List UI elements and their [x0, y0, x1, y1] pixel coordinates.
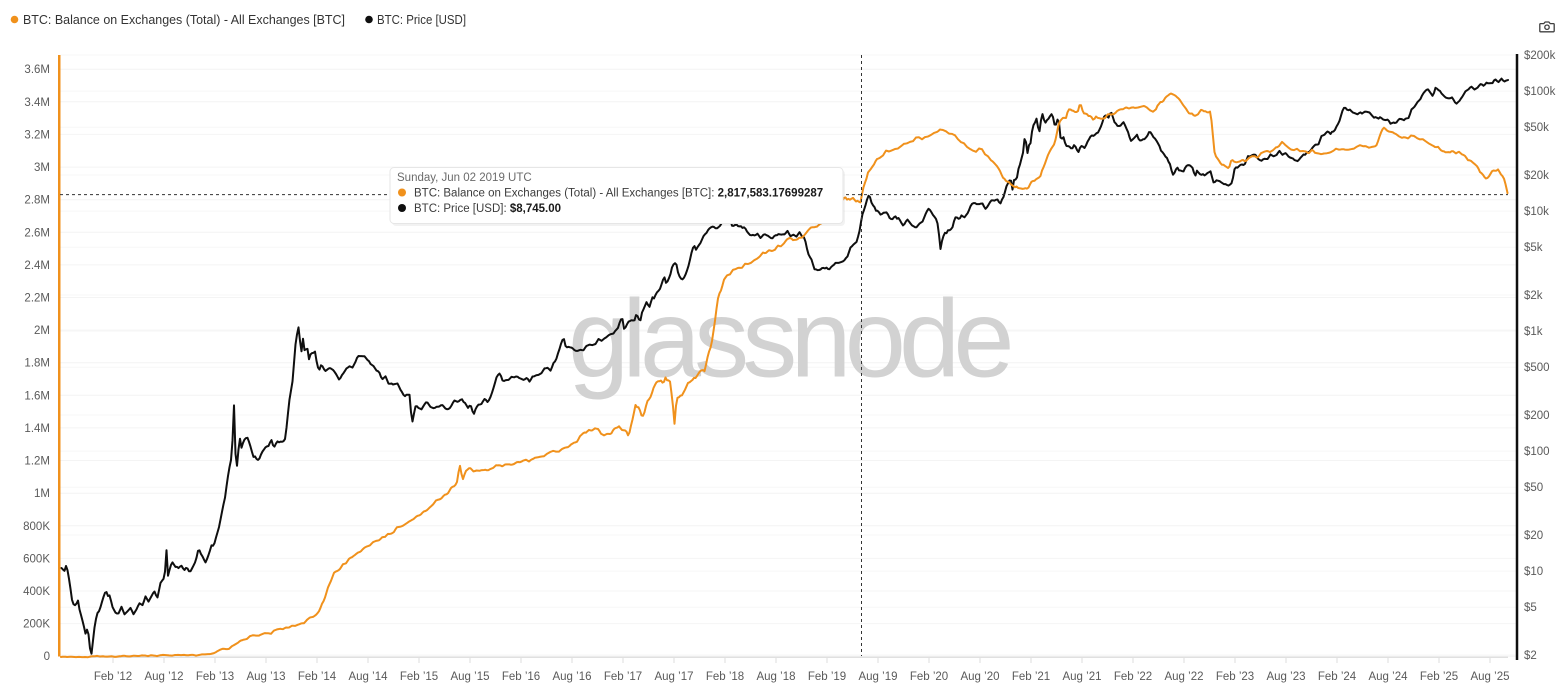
svg-text:3.4M: 3.4M [24, 97, 50, 109]
svg-text:$5: $5 [1524, 602, 1537, 614]
svg-text:3.6M: 3.6M [24, 64, 50, 76]
svg-text:$2: $2 [1524, 650, 1537, 662]
svg-text:Aug ’22: Aug ’22 [1164, 671, 1203, 683]
svg-text:3M: 3M [34, 162, 50, 174]
svg-text:1.6M: 1.6M [24, 390, 50, 402]
svg-text:400K: 400K [23, 586, 50, 598]
svg-text:BTC: Price [USD]: $8,745.00: BTC: Price [USD]: $8,745.00 [414, 203, 561, 215]
svg-text:Sunday, Jun 02 2019 UTC: Sunday, Jun 02 2019 UTC [397, 172, 532, 184]
svg-text:Aug ’17: Aug ’17 [654, 671, 693, 683]
svg-text:2.6M: 2.6M [24, 227, 50, 239]
svg-text:Feb ’13: Feb ’13 [196, 671, 234, 683]
svg-text:1.2M: 1.2M [24, 456, 50, 468]
svg-text:Feb ’21: Feb ’21 [1012, 671, 1050, 683]
svg-text:Aug ’20: Aug ’20 [960, 671, 999, 683]
svg-text:$10: $10 [1524, 566, 1543, 578]
svg-text:glassnode: glassnode [568, 278, 1010, 401]
svg-text:$20: $20 [1524, 530, 1543, 542]
svg-text:Aug ’21: Aug ’21 [1062, 671, 1101, 683]
svg-text:Feb ’23: Feb ’23 [1216, 671, 1254, 683]
svg-text:$200k: $200k [1524, 50, 1556, 62]
svg-text:0: 0 [44, 651, 50, 663]
svg-text:Feb ’22: Feb ’22 [1114, 671, 1152, 683]
svg-text:Aug ’23: Aug ’23 [1266, 671, 1305, 683]
svg-text:$10k: $10k [1524, 206, 1549, 218]
svg-text:2.4M: 2.4M [24, 260, 50, 272]
svg-text:Feb ’25: Feb ’25 [1420, 671, 1458, 683]
svg-text:Aug ’13: Aug ’13 [246, 671, 285, 683]
svg-text:Aug ’15: Aug ’15 [450, 671, 489, 683]
svg-text:Aug ’12: Aug ’12 [144, 671, 183, 683]
svg-text:Feb ’12: Feb ’12 [94, 671, 132, 683]
svg-text:600K: 600K [23, 553, 50, 565]
svg-text:$200: $200 [1524, 410, 1550, 422]
svg-text:Feb ’14: Feb ’14 [298, 671, 337, 683]
svg-text:Aug ’16: Aug ’16 [552, 671, 591, 683]
svg-text:Feb ’16: Feb ’16 [502, 671, 540, 683]
svg-text:$50k: $50k [1524, 122, 1549, 134]
svg-text:$50: $50 [1524, 482, 1543, 494]
svg-text:$100: $100 [1524, 446, 1550, 458]
svg-text:Feb ’24: Feb ’24 [1318, 671, 1357, 683]
svg-text:1M: 1M [34, 488, 50, 500]
svg-text:Feb ’15: Feb ’15 [400, 671, 438, 683]
svg-text:200K: 200K [23, 619, 50, 631]
svg-text:$100k: $100k [1524, 86, 1556, 98]
svg-text:Feb ’19: Feb ’19 [808, 671, 846, 683]
svg-text:1.8M: 1.8M [24, 358, 50, 370]
svg-text:Aug ’14: Aug ’14 [348, 671, 388, 683]
svg-text:$5k: $5k [1524, 242, 1543, 254]
svg-text:Feb ’20: Feb ’20 [910, 671, 948, 683]
svg-text:Aug ’25: Aug ’25 [1470, 671, 1509, 683]
svg-text:BTC: Price [USD]: BTC: Price [USD] [377, 12, 466, 27]
svg-text:$1k: $1k [1524, 326, 1543, 338]
svg-text:1.4M: 1.4M [24, 423, 50, 435]
svg-text:2.2M: 2.2M [24, 293, 50, 305]
svg-text:$500: $500 [1524, 362, 1550, 374]
svg-text:BTC: Balance on Exchanges (Tot: BTC: Balance on Exchanges (Total) - All … [414, 188, 823, 200]
svg-text:BTC: Balance on Exchanges (Tot: BTC: Balance on Exchanges (Total) - All … [23, 12, 345, 27]
svg-text:Aug ’24: Aug ’24 [1368, 671, 1408, 683]
svg-text:3.2M: 3.2M [24, 129, 50, 141]
svg-text:Aug ’18: Aug ’18 [756, 671, 795, 683]
svg-text:2.8M: 2.8M [24, 195, 50, 207]
svg-text:Aug ’19: Aug ’19 [858, 671, 897, 683]
svg-text:800K: 800K [23, 521, 50, 533]
svg-text:Feb ’18: Feb ’18 [706, 671, 744, 683]
svg-text:2M: 2M [34, 325, 50, 337]
svg-text:$2k: $2k [1524, 290, 1543, 302]
svg-text:Feb ’17: Feb ’17 [604, 671, 642, 683]
svg-text:$20k: $20k [1524, 170, 1549, 182]
